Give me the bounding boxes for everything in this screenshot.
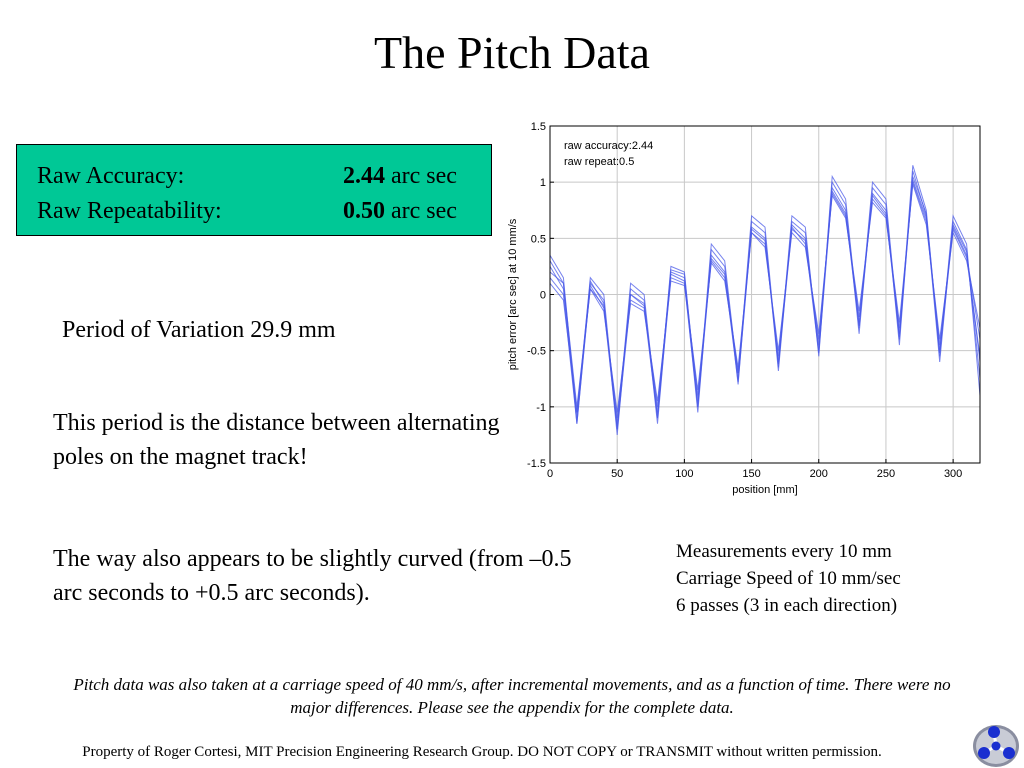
measurement-interval: Measurements every 10 mm bbox=[676, 541, 892, 562]
y-tick-label: -1 bbox=[536, 402, 546, 414]
raw-repeatability-value-group: 0.50 arc sec bbox=[343, 196, 457, 226]
x-tick-label: 300 bbox=[944, 468, 962, 480]
footnote: Pitch data was also taken at a carriage … bbox=[73, 675, 951, 717]
series-line-pass-6 bbox=[549, 184, 981, 413]
raw-repeatability-value: 0.50 bbox=[343, 198, 385, 224]
slide-title: The Pitch Data bbox=[374, 27, 650, 78]
annotation-repeat: raw repeat:0.5 bbox=[564, 156, 634, 168]
measurement-notes: Measurements every 10 mm Carriage Speed … bbox=[676, 538, 901, 619]
y-tick-label: 1.5 bbox=[531, 121, 546, 133]
carriage-speed: Carriage Speed of 10 mm/sec bbox=[676, 568, 901, 589]
raw-accuracy-value-group: 2.44 arc sec bbox=[343, 161, 457, 191]
y-tick-label: 0.5 bbox=[531, 233, 546, 245]
x-tick-label: 200 bbox=[810, 468, 828, 480]
raw-repeatability-row: Raw Repeatability: 0.50 arc sec bbox=[37, 196, 483, 226]
raw-accuracy-value: 2.44 bbox=[343, 163, 385, 189]
y-axis-label: pitch error [arc sec] at 10 mm/s bbox=[507, 218, 519, 370]
raw-repeatability-label: Raw Repeatability: bbox=[37, 198, 222, 224]
molecule-logo-icon bbox=[973, 725, 1019, 767]
x-tick-label: 250 bbox=[877, 468, 895, 480]
y-tick-label: -1.5 bbox=[527, 458, 546, 470]
pass-count: 6 passes (3 in each direction) bbox=[676, 595, 898, 616]
period-text: Period of Variation 29.9 mm bbox=[62, 317, 336, 343]
pitch-error-chart: 0 50 100 150 200 250 300 -1.5 -1 -0.5 0 0.5 1 1.5 pos… bbox=[507, 121, 981, 496]
chart-ticks: 0 50 100 150 200 250 300 -1.5 -1 -0.5 0 0.5 1 1.5 bbox=[527, 121, 962, 480]
x-tick-label: 0 bbox=[547, 468, 553, 480]
y-tick-label: 1 bbox=[540, 177, 546, 189]
chart-series bbox=[549, 165, 981, 435]
raw-repeatability-unit: arc sec bbox=[385, 198, 457, 224]
annotation-accuracy: raw accuracy:2.44 bbox=[564, 140, 653, 152]
y-tick-label: -0.5 bbox=[527, 346, 546, 358]
x-tick-label: 100 bbox=[675, 468, 693, 480]
copyright-footer: Property of Roger Cortesi, MIT Precision… bbox=[82, 744, 882, 760]
series-line-pass-4 bbox=[549, 182, 981, 419]
raw-accuracy-label: Raw Accuracy: bbox=[37, 163, 185, 189]
raw-accuracy-row: Raw Accuracy: 2.44 arc sec bbox=[37, 161, 483, 191]
x-axis-label: position [mm] bbox=[732, 484, 797, 496]
series-line-pass-3 bbox=[549, 176, 981, 424]
y-tick-label: 0 bbox=[540, 290, 546, 302]
raw-accuracy-unit: arc sec bbox=[385, 163, 457, 189]
x-tick-label: 150 bbox=[742, 468, 760, 480]
summary-box: Raw Accuracy: 2.44 arc sec Raw Repeatabi… bbox=[16, 144, 492, 236]
poles-text: This period is the distance between alte… bbox=[53, 410, 500, 470]
curved-text: The way also appears to be slightly curv… bbox=[53, 546, 572, 606]
x-tick-label: 50 bbox=[611, 468, 623, 480]
